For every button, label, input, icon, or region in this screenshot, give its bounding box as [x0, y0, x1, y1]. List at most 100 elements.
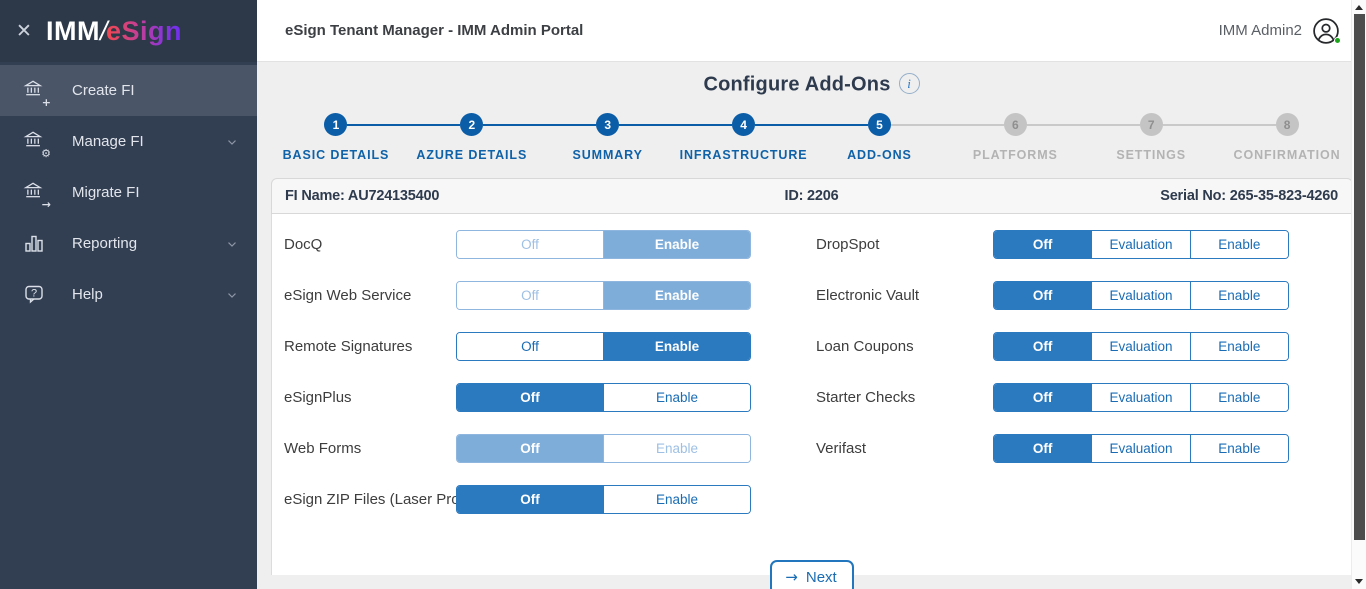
sidebar-item-migrate-fi[interactable]: → Migrate FI	[0, 167, 257, 218]
scroll-up-arrow-icon[interactable]	[1355, 5, 1363, 10]
step-label: PLATFORMS	[972, 148, 1058, 162]
esign-web-service-toggle-group: Off Enable	[456, 281, 751, 310]
electronic-vault-off-option[interactable]: Off	[994, 282, 1093, 309]
loan-coupons-evaluation-option[interactable]: Evaluation	[1092, 333, 1191, 360]
dropspot-enable-option[interactable]: Enable	[1190, 231, 1288, 258]
step-circle[interactable]: 6	[1003, 113, 1027, 136]
sidebar-item-reporting[interactable]: Reporting	[0, 218, 257, 269]
remote-signatures-enable-option[interactable]: Enable	[604, 333, 750, 360]
addon-row-web-forms: Web Forms Off Enable	[284, 434, 812, 463]
verifast-toggle-group: Off Evaluation Enable	[993, 434, 1289, 463]
electronic-vault-enable-option[interactable]: Enable	[1190, 282, 1288, 309]
loan-coupons-enable-option[interactable]: Enable	[1190, 333, 1288, 360]
scrollbar-thumb[interactable]	[1354, 14, 1365, 540]
wizard-step-summary: 3 SUMMARY	[539, 113, 676, 162]
starter-checks-enable-option[interactable]: Enable	[1190, 384, 1288, 411]
imm-esign-logo: IMM / eSign	[46, 15, 183, 46]
sidebar-item-help[interactable]: ? Help	[0, 269, 257, 320]
loan-coupons-off-option[interactable]: Off	[994, 333, 1093, 360]
sidebar-item-label: Manage FI	[72, 133, 144, 150]
addons-left-column: DocQ Off Enable eSign Web Service Off Enable R…	[272, 230, 812, 536]
dropspot-off-option[interactable]: Off	[994, 231, 1093, 258]
chevron-down-icon	[225, 288, 239, 302]
fi-serial: Serial No: 265-35-823-4260	[1160, 188, 1338, 204]
step-label: BASIC DETAILS	[282, 148, 390, 162]
esign-zip-files-laser-pro-enable-option[interactable]: Enable	[604, 486, 750, 513]
addon-label: DropSpot	[816, 236, 880, 253]
docq-off-option[interactable]: Off	[457, 231, 604, 258]
remote-signatures-off-option[interactable]: Off	[457, 333, 604, 360]
step-label: SUMMARY	[572, 148, 643, 162]
addon-label: eSignPlus	[284, 389, 352, 406]
web-forms-toggle-group: Off Enable	[456, 434, 751, 463]
starter-checks-off-option[interactable]: Off	[994, 384, 1093, 411]
sidebar: ✕ IMM / eSign + Create FI ⚙ Manage FI → Migra…	[0, 0, 257, 589]
addon-row-esign-web-service: eSign Web Service Off Enable	[284, 281, 812, 310]
step-circle[interactable]: 1	[324, 113, 348, 136]
step-label: SETTINGS	[1116, 148, 1187, 162]
docq-enable-option[interactable]: Enable	[604, 231, 750, 258]
scroll-down-arrow-icon[interactable]	[1355, 579, 1363, 584]
fi-info-bar: FI Name: AU724135400 ID: 2206 Serial No:…	[271, 178, 1353, 214]
content-panel: Configure Add-Ons i 1 BASIC DETAILS 2 AZURE …	[257, 62, 1366, 589]
addon-row-remote-signatures: Remote Signatures Off Enable	[284, 332, 812, 361]
fi-id: ID: 2206	[784, 188, 839, 204]
arrow-right-icon: →	[785, 568, 798, 586]
info-icon[interactable]: i	[898, 73, 920, 94]
step-circle[interactable]: 2	[460, 113, 484, 136]
wizard-stepper: 1 BASIC DETAILS 2 AZURE DETAILS 3 SUMMARY 4 INF…	[268, 113, 1355, 162]
wizard-step-add-ons: 5 ADD-ONS	[811, 113, 948, 162]
verifast-evaluation-option[interactable]: Evaluation	[1092, 435, 1191, 462]
esignplus-toggle-group: Off Enable	[456, 383, 751, 412]
addons-right-column: DropSpot Off Evaluation Enable Electronic Va…	[812, 230, 1352, 536]
sidebar-item-label: Create FI	[72, 82, 135, 99]
electronic-vault-evaluation-option[interactable]: Evaluation	[1092, 282, 1191, 309]
user-avatar-icon[interactable]	[1312, 17, 1341, 45]
online-status-dot	[1334, 36, 1341, 44]
bar-chart-icon	[22, 231, 48, 257]
web-forms-enable-option[interactable]: Enable	[604, 435, 750, 462]
vertical-scrollbar[interactable]	[1351, 0, 1366, 589]
addon-row-esign-zip-files-laser-pro: eSign ZIP Files (Laser Pro) Off Enable	[284, 485, 812, 514]
fi-name: FI Name: AU724135400	[285, 188, 440, 204]
wizard-step-platforms: 6 PLATFORMS	[947, 113, 1084, 162]
logo-bar: ✕ IMM / eSign	[0, 0, 257, 62]
dropspot-evaluation-option[interactable]: Evaluation	[1092, 231, 1191, 258]
addon-row-verifast: Verifast Off Evaluation Enable	[816, 434, 1352, 463]
chevron-down-icon	[225, 237, 239, 251]
esign-zip-files-laser-pro-off-option[interactable]: Off	[457, 486, 604, 513]
step-circle[interactable]: 5	[867, 113, 891, 136]
step-circle[interactable]: 8	[1275, 113, 1299, 136]
fi-card: FI Name: AU724135400 ID: 2206 Serial No:…	[271, 178, 1353, 589]
esign-web-service-off-option[interactable]: Off	[457, 282, 604, 309]
addon-row-dropspot: DropSpot Off Evaluation Enable	[816, 230, 1352, 259]
step-circle[interactable]: 3	[596, 113, 620, 136]
page-title: Configure Add-Ons	[703, 73, 891, 96]
step-circle[interactable]: 7	[1139, 113, 1163, 136]
verifast-enable-option[interactable]: Enable	[1190, 435, 1288, 462]
esignplus-off-option[interactable]: Off	[457, 384, 604, 411]
wizard-step-azure-details: 2 AZURE DETAILS	[403, 113, 540, 162]
loan-coupons-toggle-group: Off Evaluation Enable	[993, 332, 1289, 361]
starter-checks-toggle-group: Off Evaluation Enable	[993, 383, 1289, 412]
step-label: ADD-ONS	[847, 148, 912, 162]
esign-web-service-enable-option[interactable]: Enable	[604, 282, 750, 309]
next-button[interactable]: → Next	[770, 560, 854, 589]
step-label: AZURE DETAILS	[416, 148, 528, 162]
sidebar-item-label: Help	[72, 286, 103, 303]
sidebar-item-manage-fi[interactable]: ⚙ Manage FI	[0, 116, 257, 167]
esignplus-enable-option[interactable]: Enable	[604, 384, 750, 411]
close-icon[interactable]: ✕	[16, 20, 32, 42]
addon-label: Verifast	[816, 440, 867, 457]
verifast-off-option[interactable]: Off	[994, 435, 1093, 462]
electronic-vault-toggle-group: Off Evaluation Enable	[993, 281, 1289, 310]
wizard-step-settings: 7 SETTINGS	[1083, 113, 1220, 162]
sidebar-item-create-fi[interactable]: + Create FI	[0, 65, 257, 116]
web-forms-off-option[interactable]: Off	[457, 435, 604, 462]
wizard-step-infrastructure: 4 INFRASTRUCTURE	[675, 113, 812, 162]
help-bubble-icon: ?	[22, 282, 48, 308]
starter-checks-evaluation-option[interactable]: Evaluation	[1092, 384, 1191, 411]
user-area[interactable]: IMM Admin2	[1219, 17, 1341, 45]
step-circle[interactable]: 4	[732, 113, 756, 136]
addon-label: Loan Coupons	[816, 338, 914, 355]
